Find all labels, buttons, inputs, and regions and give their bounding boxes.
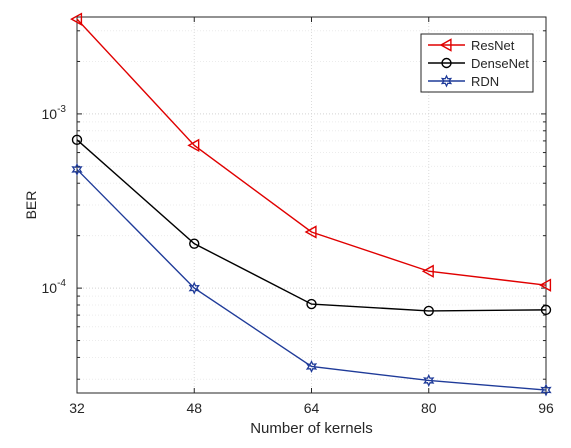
data-point: [540, 304, 552, 316]
legend-marker: [440, 74, 453, 88]
series-line-densenet: [76, 139, 547, 312]
legend-label: RDN: [471, 74, 499, 89]
series-line-rdn: [76, 168, 547, 391]
x-tick-label: 48: [186, 400, 202, 416]
data-point: [306, 298, 317, 310]
data-point: [71, 162, 83, 176]
legend-item-densenet: DenseNet: [428, 56, 529, 71]
legend-item-resnet: ResNet: [428, 38, 515, 53]
data-point: [188, 281, 200, 295]
data-point: [421, 264, 434, 278]
grid: [76, 17, 547, 393]
y-tick-label: 10-3: [42, 104, 67, 122]
x-tick-label: 64: [304, 400, 320, 416]
x-tick-label: 80: [421, 400, 437, 416]
x-tick-label: 96: [538, 400, 554, 416]
series-resnet: [70, 12, 552, 292]
legend-label: ResNet: [471, 38, 515, 53]
x-tick-label: 32: [69, 400, 85, 416]
legend-item-rdn: RDN: [428, 74, 499, 89]
data-point: [187, 138, 200, 153]
data-point: [71, 134, 83, 146]
data-point: [189, 238, 200, 249]
series-rdn: [71, 162, 552, 397]
data-point: [70, 12, 83, 26]
ticks: 32 48 64 80 96 10-3 10-4: [42, 17, 554, 416]
legend-label: DenseNet: [471, 56, 529, 71]
series: [70, 12, 552, 397]
data-point: [305, 359, 318, 373]
series-line-resnet: [76, 18, 547, 286]
legend-marker: [441, 57, 452, 69]
y-tick-label: 10-4: [42, 278, 67, 296]
data-point: [423, 305, 434, 317]
series-densenet: [71, 134, 552, 317]
data-point: [304, 225, 317, 239]
legend: ResNet DenseNet RDN: [420, 33, 534, 93]
data-point: [539, 278, 552, 292]
data-point: [540, 383, 552, 397]
y-axis-label: BER: [23, 191, 39, 220]
data-point: [423, 373, 435, 388]
x-axis-label: Number of kernels: [250, 420, 373, 437]
legend-marker: [439, 38, 452, 52]
